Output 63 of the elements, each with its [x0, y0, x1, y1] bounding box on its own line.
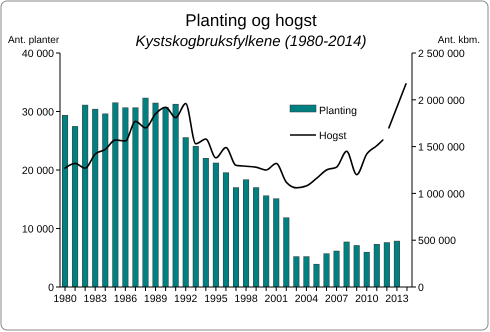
y2-tick-label: 0 — [418, 282, 424, 294]
bar — [212, 162, 219, 288]
bar — [82, 104, 88, 288]
x-tick-label: 2010 — [355, 293, 379, 305]
bar — [364, 252, 370, 288]
bar — [222, 172, 229, 288]
bar — [192, 146, 199, 288]
bar — [102, 114, 108, 288]
bar — [243, 179, 250, 288]
y-tick-label: 10 000 — [22, 224, 54, 236]
bar — [303, 256, 310, 288]
bar — [344, 242, 350, 288]
y-tick-label: 40 000 — [22, 48, 54, 60]
bar — [283, 217, 290, 288]
bar — [182, 137, 189, 288]
bar — [132, 107, 138, 288]
x-tick-label: 2013 — [385, 293, 409, 305]
bar — [152, 102, 159, 288]
bar — [354, 245, 360, 288]
bar — [263, 195, 270, 288]
bar — [92, 108, 98, 288]
y-tick-label: 0 — [48, 282, 54, 294]
y2-tick-label: 2 500 000 — [418, 48, 465, 60]
x-tick-label: 1992 — [174, 293, 198, 305]
legend-label: Planting — [319, 105, 358, 117]
bar — [313, 264, 320, 288]
x-tick-label: 1983 — [84, 293, 108, 305]
y2-tick-label: 2 000 000 — [418, 94, 465, 107]
x-tick-label: 1989 — [144, 293, 168, 305]
y2-axis-title: Ant. kbm. — [438, 35, 480, 46]
bar — [142, 98, 148, 288]
bar — [253, 187, 260, 288]
y-tick-label: 20 000 — [22, 165, 54, 177]
bar — [324, 253, 330, 288]
bar — [172, 104, 179, 288]
y2-tick-label: 1 500 000 — [418, 142, 465, 154]
y2-tick-label: 500 000 — [418, 235, 456, 248]
legend-label: Hogst — [319, 130, 347, 142]
x-tick-label: 1986 — [114, 293, 138, 305]
y2-tick-label: 1 000 000 — [418, 188, 465, 200]
bar — [384, 242, 390, 288]
bar — [112, 102, 118, 288]
bar — [334, 250, 340, 288]
bar — [162, 107, 169, 288]
bar — [122, 107, 128, 288]
y-tick-label: 30 000 — [22, 106, 54, 118]
bar — [62, 115, 68, 288]
x-tick-label: 2007 — [324, 293, 348, 305]
x-tick-label: 2001 — [264, 293, 288, 305]
x-tick-label: 2004 — [294, 293, 318, 305]
bar — [72, 126, 78, 288]
y-axis-title: Ant. planter — [8, 35, 60, 46]
bar — [293, 256, 300, 288]
bar — [374, 244, 380, 288]
x-tick-label: 1998 — [234, 293, 258, 305]
x-tick-label: 1995 — [204, 293, 228, 305]
bar — [232, 187, 240, 288]
chart-title: Planting og hogst — [185, 11, 317, 30]
bar — [273, 198, 280, 288]
bar — [394, 240, 400, 288]
chart-subtitle: Kystskogbruksfylkene (1980-2014) — [136, 33, 366, 50]
bar — [202, 158, 209, 288]
x-tick-label: 1980 — [53, 293, 77, 305]
